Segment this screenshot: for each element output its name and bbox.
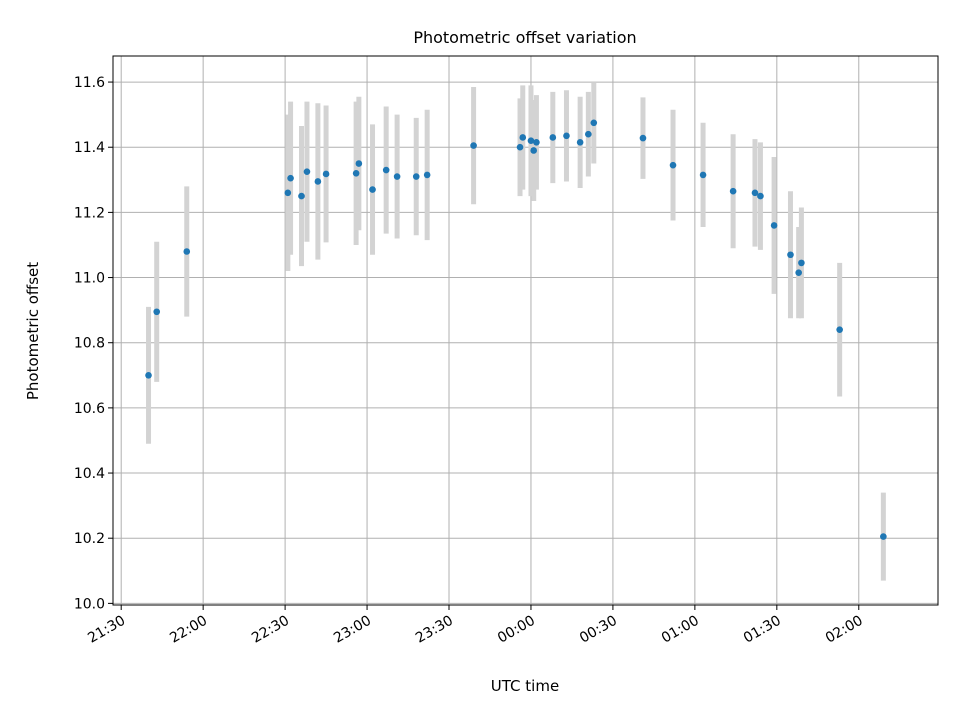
data-point (798, 259, 805, 267)
data-point (423, 171, 431, 179)
data-point (549, 134, 557, 141)
y-axis-label: Photometric offset (24, 262, 42, 400)
data-point (382, 166, 390, 174)
data-point (585, 130, 592, 138)
data-point (530, 147, 537, 154)
data-point (369, 186, 376, 193)
data-point (576, 139, 584, 146)
data-point (470, 142, 477, 149)
data-point (787, 251, 794, 259)
data-point (751, 189, 759, 197)
y-axis-ticks: 10.0 10.2 10.4 10.6 10.8 11.0 11.2 11.4 11.6 (74, 75, 113, 612)
data-point (880, 533, 887, 540)
y-tick-label: 10.4 (74, 466, 105, 482)
data-point (314, 178, 322, 185)
data-points (145, 119, 887, 540)
data-point (287, 174, 294, 182)
y-tick-label: 10.6 (74, 401, 105, 417)
y-tick-label: 10.2 (74, 531, 105, 547)
data-point (183, 248, 191, 255)
data-point (393, 173, 401, 180)
data-point (770, 222, 778, 229)
chart-title: Photometric offset variation (413, 28, 636, 47)
data-point (322, 170, 330, 178)
data-point (153, 308, 161, 316)
data-point (298, 192, 305, 200)
data-point (527, 137, 535, 145)
y-tick-label: 10.8 (74, 336, 105, 352)
data-point (412, 173, 420, 180)
y-tick-label: 10.0 (74, 596, 105, 612)
data-point (669, 161, 677, 169)
data-point (729, 187, 737, 195)
plot-area-frame (112, 55, 939, 606)
y-tick-label: 11.0 (74, 271, 105, 287)
data-point (284, 189, 292, 197)
data-point (303, 168, 311, 175)
y-tick-label: 11.6 (74, 75, 105, 91)
data-point (563, 132, 570, 140)
data-point (795, 269, 802, 276)
data-point (519, 134, 527, 141)
data-point (516, 143, 524, 151)
data-point (145, 371, 152, 379)
y-tick-label: 11.2 (74, 205, 105, 221)
x-axis-label: UTC time (491, 677, 559, 695)
data-point (699, 171, 707, 179)
data-point (352, 169, 360, 177)
data-point (639, 134, 647, 142)
data-point (533, 139, 540, 146)
y-tick-label: 11.4 (74, 140, 105, 156)
data-point (355, 160, 363, 167)
data-point (590, 119, 598, 127)
data-point (757, 192, 764, 200)
data-point (836, 326, 843, 333)
